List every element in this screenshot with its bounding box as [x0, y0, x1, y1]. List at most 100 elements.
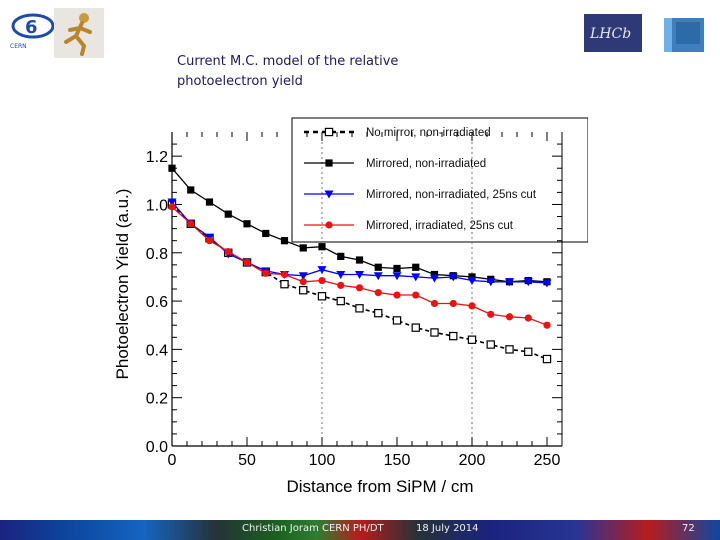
data-point [486, 278, 496, 287]
data-point [412, 263, 420, 271]
data-point [486, 340, 495, 349]
data-point [243, 220, 251, 228]
data-point [411, 273, 421, 282]
x-tick-label: 250 [534, 452, 561, 469]
series-layer [167, 164, 552, 364]
data-point [524, 314, 532, 322]
y-tick-label: 0.4 [146, 342, 168, 359]
data-point [299, 286, 308, 295]
legend-label: Mirrored, non-irradiated [366, 158, 486, 170]
data-point [412, 291, 420, 299]
x-tick-label: 100 [309, 452, 336, 469]
data-point [262, 269, 270, 277]
x-tick-label: 0 [168, 452, 177, 469]
data-point [505, 313, 514, 321]
data-point [355, 271, 364, 280]
data-point [299, 278, 307, 286]
data-point [448, 273, 458, 282]
legend-box [291, 117, 588, 243]
data-point [468, 273, 476, 281]
data-point [355, 284, 364, 292]
data-point [524, 347, 533, 356]
y-tick-label: 0.2 [146, 391, 168, 408]
x-tick-label: 150 [384, 452, 411, 469]
data-point [205, 198, 214, 206]
data-point [298, 272, 308, 281]
series-3 [168, 203, 551, 329]
lhcb-logo: LHCb [584, 14, 642, 52]
data-point [467, 335, 477, 344]
data-point [467, 277, 477, 286]
axes: 0 50 100 150 200 250 0.0 0.2 0.4 0.6 0.8 1.0 1.2 [146, 132, 563, 469]
data-point [224, 247, 232, 256]
data-point [411, 323, 420, 332]
data-point [336, 271, 346, 280]
data-point [505, 278, 514, 287]
x-tick-label: 50 [238, 452, 256, 469]
data-point [392, 316, 402, 325]
data-point [355, 304, 364, 313]
data-point [430, 299, 439, 308]
x-tick-label: 200 [459, 452, 486, 469]
y-tick-label: 0.0 [146, 439, 168, 456]
yield-chart: 0 50 100 150 200 250 0.0 0.2 0.4 0.6 0.8 1.0 1.2 No … [113, 117, 588, 496]
data-point [243, 258, 251, 267]
data-point [318, 243, 326, 251]
legend-marker [324, 190, 334, 199]
data-point [168, 203, 176, 211]
data-point [392, 272, 402, 281]
data-point [168, 164, 176, 172]
data-point [336, 296, 345, 306]
data-point [280, 279, 289, 289]
legend-marker [325, 159, 333, 167]
footer-bar [0, 520, 720, 540]
data-point [337, 281, 345, 289]
footer-author: Christian Joram CERN PH/DT [242, 523, 384, 534]
cern-logo-text: CERN [10, 43, 27, 50]
data-point [374, 308, 383, 318]
data-point [280, 270, 289, 279]
y-tick-label: 1.0 [146, 197, 168, 214]
data-point [167, 198, 177, 207]
data-point [430, 274, 439, 283]
y-tick-label: 1.2 [146, 149, 168, 166]
data-point [543, 321, 551, 329]
data-point [205, 237, 214, 245]
data-point [317, 266, 327, 275]
legend-label: No mirror, non-irradiated [366, 127, 491, 139]
data-point [393, 291, 401, 299]
data-point [317, 292, 327, 301]
x-axis-title: Distance from SiPM / cm [286, 477, 473, 496]
legend-entries: No mirror, non-irradiated Mirrored, non-i… [304, 127, 537, 232]
data-point [299, 244, 307, 252]
data-point [373, 272, 383, 281]
data-point [523, 278, 533, 287]
data-point [318, 276, 326, 285]
legend [291, 117, 588, 243]
slide-title: Current M.C. model of the relative photo… [177, 54, 399, 89]
data-point [187, 186, 195, 194]
legend-label: Mirrored, non-irradiated, 25ns cut [366, 189, 537, 201]
page-number: 72 [682, 523, 695, 534]
data-point [374, 289, 382, 297]
data-point [468, 302, 476, 310]
data-point [430, 270, 439, 279]
data-point [430, 328, 439, 337]
footer-date: 18 July 2014 [416, 523, 479, 534]
y-tick-label: 0.6 [146, 294, 168, 311]
svg-text:6: 6 [25, 17, 38, 38]
y-axis-title: Photoelectron Yield (a.u.) [113, 189, 132, 380]
grid [321, 132, 473, 446]
scifi-logo [662, 18, 704, 52]
data-point [187, 220, 195, 228]
data-point [542, 354, 552, 364]
data-point [505, 345, 514, 354]
data-point [393, 264, 401, 273]
data-point [355, 256, 364, 264]
runner-logo [54, 8, 104, 58]
data-point [487, 310, 495, 318]
data-point [337, 252, 345, 260]
data-point [262, 229, 270, 238]
legend-label: Mirrored, irradiated, 25ns cut [366, 220, 514, 232]
data-point [542, 279, 552, 288]
